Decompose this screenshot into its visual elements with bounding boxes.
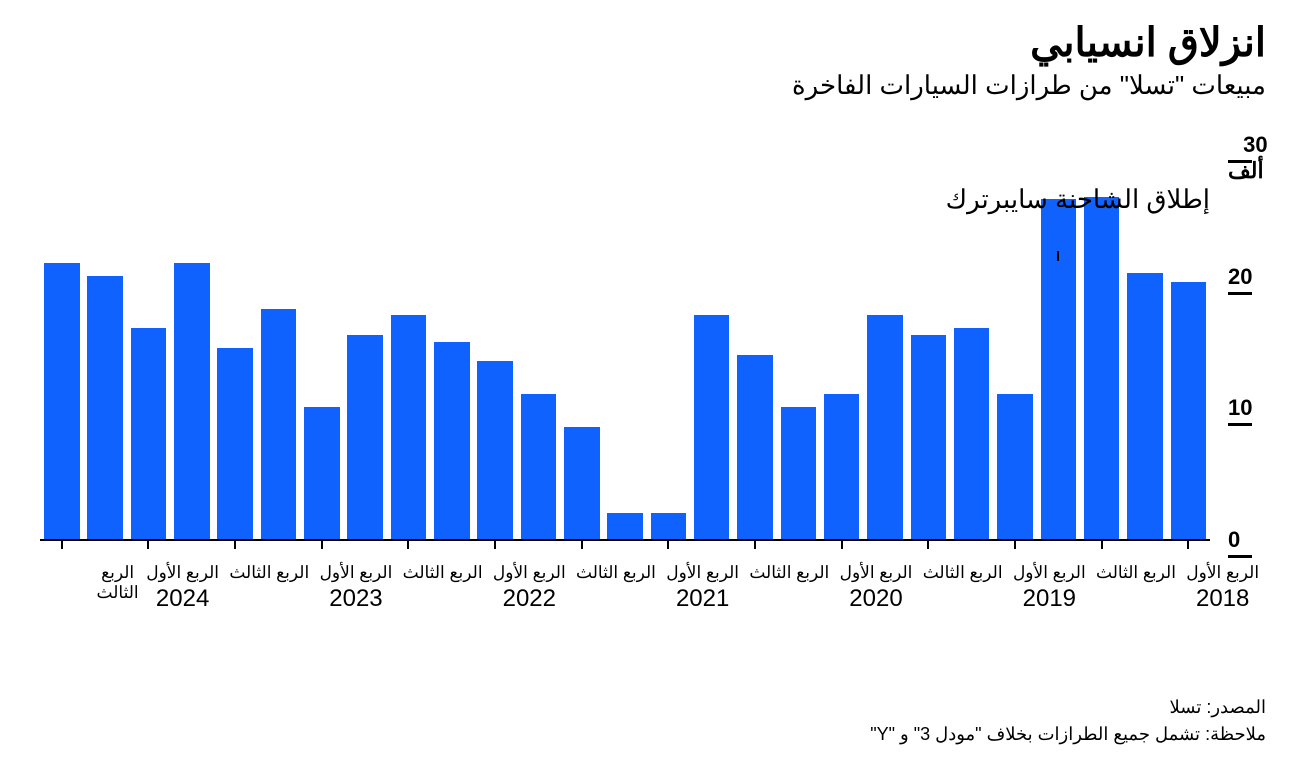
x-tick	[387, 539, 430, 549]
y-axis-tick	[1228, 555, 1252, 558]
bar	[473, 361, 516, 539]
bar	[993, 394, 1036, 539]
bar	[83, 276, 126, 539]
source-text: المصدر: تسلا	[870, 694, 1266, 721]
bar	[170, 263, 213, 540]
bar	[560, 427, 603, 539]
x-tick	[127, 539, 170, 549]
bar	[647, 513, 690, 539]
bar	[603, 513, 646, 539]
x-label-q1: الربع الأول2020	[833, 563, 920, 633]
x-labels: الربع الأول2018الربع الثالث الربع الأول2…	[96, 563, 1266, 633]
chart-container: 30 ألف20100الربع الأول2018الربع الثالث ا…	[20, 146, 1266, 631]
note-text: ملاحظة: تشمل جميع الطرازات بخلاف "مودل 3…	[870, 721, 1266, 748]
x-label-q3: الربع الثالث	[399, 563, 486, 633]
bar	[40, 263, 83, 540]
x-label-q1: الربع الأول2022	[486, 563, 573, 633]
annotation-text: إطلاق الشاحنة سايبرترك	[840, 184, 1210, 215]
x-tick	[907, 539, 950, 549]
x-label-q1: الربع الأول2024	[139, 563, 226, 633]
bar	[690, 315, 733, 539]
y-axis-label: 10	[1228, 395, 1252, 421]
x-label-q1: الربع الأول2019	[1006, 563, 1093, 633]
annotation-tick	[1057, 251, 1059, 261]
x-tick	[1123, 539, 1166, 549]
x-label-q3: الربع الثالث	[573, 563, 660, 633]
bar	[950, 328, 993, 539]
x-tick	[777, 539, 820, 549]
x-tick	[517, 539, 560, 549]
x-tick	[343, 539, 386, 549]
x-ticks	[40, 539, 1210, 549]
chart-subtitle: مبيعات "تسلا" من طرازات السيارات الفاخرة	[20, 70, 1266, 101]
x-tick	[213, 539, 256, 549]
bar	[863, 315, 906, 539]
x-tick	[430, 539, 473, 549]
x-tick	[863, 539, 906, 549]
x-label-q3: الربع الثالث	[96, 563, 139, 633]
x-label-q1: الربع الأول2023	[313, 563, 400, 633]
x-tick	[820, 539, 863, 549]
y-axis-label: 20	[1228, 264, 1252, 290]
bar	[733, 355, 776, 539]
bar	[343, 335, 386, 539]
x-label-q3: الربع الثالث	[746, 563, 833, 633]
y-axis-label: 0	[1228, 527, 1240, 553]
x-label-q1: الربع الأول2018	[1179, 563, 1266, 633]
x-label-q1: الربع الأول2021	[659, 563, 746, 633]
bar	[907, 335, 950, 539]
x-label-q3: الربع الثالث	[1093, 563, 1180, 633]
bar	[257, 309, 300, 539]
x-label-q3: الربع الثالث	[226, 563, 313, 633]
bar	[213, 348, 256, 539]
x-tick	[733, 539, 776, 549]
x-tick	[1167, 539, 1210, 549]
x-tick	[1037, 539, 1080, 549]
bar	[430, 342, 473, 540]
x-tick	[83, 539, 126, 549]
x-tick	[257, 539, 300, 549]
bar	[777, 407, 820, 539]
bar	[127, 328, 170, 539]
bar	[517, 394, 560, 539]
chart-title: انزلاق انسيابي	[20, 20, 1266, 66]
y-axis-label: 30 ألف	[1228, 132, 1268, 184]
bar	[1123, 273, 1166, 539]
x-tick	[300, 539, 343, 549]
bar	[1167, 282, 1210, 539]
chart-footer: المصدر: تسلا ملاحظة: تشمل جميع الطرازات …	[870, 694, 1266, 748]
y-axis-tick	[1228, 160, 1252, 163]
y-axis-tick	[1228, 292, 1252, 295]
x-tick	[40, 539, 83, 549]
bar	[300, 407, 343, 539]
x-tick	[690, 539, 733, 549]
x-tick	[473, 539, 516, 549]
bar	[820, 394, 863, 539]
x-tick	[993, 539, 1036, 549]
x-tick	[1080, 539, 1123, 549]
x-tick	[170, 539, 213, 549]
y-axis-tick	[1228, 423, 1252, 426]
x-tick	[560, 539, 603, 549]
x-tick	[603, 539, 646, 549]
x-label-q3: الربع الثالث	[919, 563, 1006, 633]
x-tick	[950, 539, 993, 549]
bar	[1080, 197, 1123, 539]
bar	[387, 315, 430, 539]
x-tick	[647, 539, 690, 549]
